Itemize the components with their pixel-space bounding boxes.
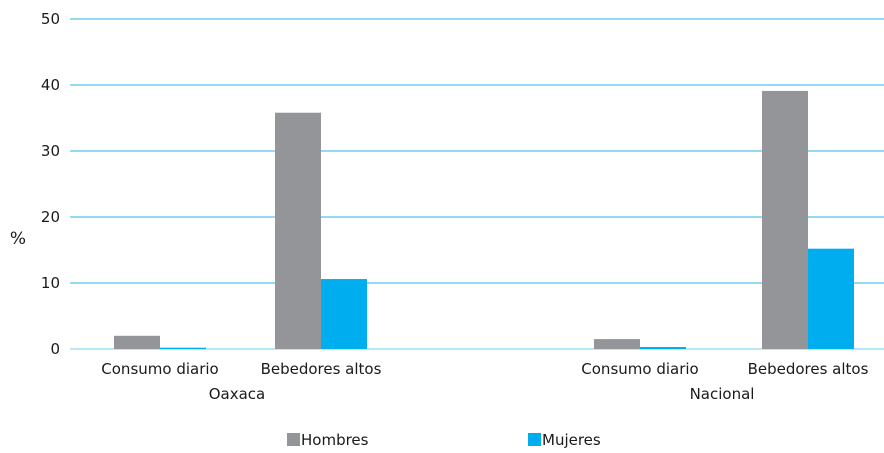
- category-label: Bebedores altos: [261, 360, 382, 378]
- legend-item-mujeres: Mujeres: [528, 431, 601, 449]
- group-labels: Oaxaca Nacional: [209, 385, 755, 403]
- bars: [114, 90, 854, 349]
- bar-hombres-2: [594, 339, 640, 349]
- y-tick-label: 0: [50, 340, 60, 358]
- gridlines: [70, 18, 884, 350]
- category-labels: Consumo diario Bebedores altos Consumo dia…: [101, 360, 868, 378]
- legend-swatch: [287, 433, 300, 446]
- category-label: Consumo diario: [101, 360, 218, 378]
- bar-hombres-1: [275, 112, 321, 349]
- y-tick-label: 30: [41, 142, 60, 160]
- category-label: Consumo diario: [581, 360, 698, 378]
- bar-mujeres-1: [321, 279, 367, 349]
- legend-item-hombres: Hombres: [287, 431, 369, 449]
- y-axis-ticks: 0 10 20 30 40 50: [41, 10, 60, 358]
- y-tick-label: 50: [41, 10, 60, 28]
- legend-label: Hombres: [301, 431, 369, 449]
- group-label: Nacional: [690, 385, 755, 403]
- legend-label: Mujeres: [542, 431, 601, 449]
- y-tick-label: 10: [41, 274, 60, 292]
- y-tick-label: 40: [41, 76, 60, 94]
- y-axis-label: %: [10, 229, 26, 249]
- group-label: Oaxaca: [209, 385, 266, 403]
- bar-mujeres-2: [640, 347, 686, 349]
- bar-mujeres-0: [160, 347, 206, 349]
- y-tick-label: 20: [41, 208, 60, 226]
- bar-hombres-3: [762, 90, 808, 349]
- legend: Hombres Mujeres: [287, 431, 601, 449]
- legend-swatch: [528, 433, 541, 446]
- bar-hombres-0: [114, 335, 160, 349]
- bar-mujeres-3: [808, 248, 854, 349]
- category-label: Bebedores altos: [748, 360, 869, 378]
